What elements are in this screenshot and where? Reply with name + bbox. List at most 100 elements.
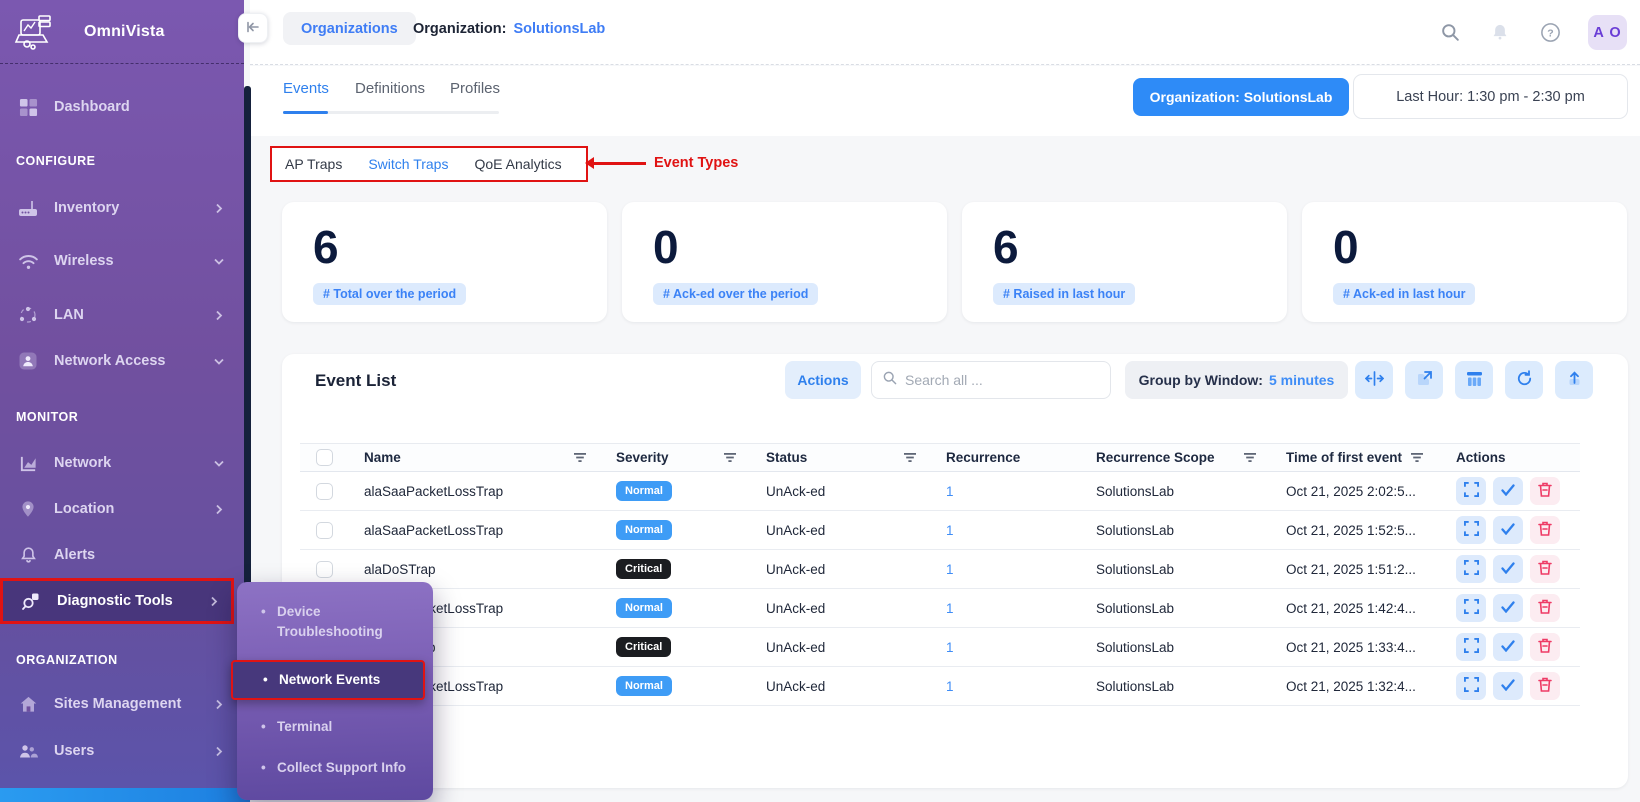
app-title: OmniVista	[84, 22, 165, 40]
col-recurrence-scope: Recurrence Scope	[1080, 450, 1270, 465]
filter-icon[interactable]	[904, 452, 916, 463]
delete-button[interactable]	[1530, 672, 1560, 700]
col-recurrence: Recurrence	[946, 450, 1021, 465]
sidebar-item-lan[interactable]: LAN	[0, 292, 236, 338]
time-range-button[interactable]: Last Hour: 1:30 pm - 2:30 pm	[1353, 74, 1628, 119]
event-type-ap-traps[interactable]: AP Traps	[285, 156, 343, 172]
tab-active-underline	[283, 111, 328, 114]
expand-button[interactable]	[1456, 477, 1486, 505]
notifications-bell-icon[interactable]	[1488, 21, 1512, 45]
event-time: Oct 21, 2025 1:32:4...	[1286, 678, 1416, 694]
row-checkbox[interactable]	[315, 521, 333, 539]
recurrence-link[interactable]: 1	[946, 483, 954, 499]
recurrence-link[interactable]: 1	[946, 561, 954, 577]
expand-button[interactable]	[1456, 633, 1486, 661]
chevron-right-icon	[214, 746, 224, 757]
chevron-right-icon	[214, 203, 224, 214]
severity-badge: Normal	[616, 520, 672, 540]
refresh-button[interactable]	[1505, 361, 1543, 399]
delete-button[interactable]	[1530, 555, 1560, 583]
col-name: Name	[348, 450, 600, 465]
expand-button[interactable]	[1456, 516, 1486, 544]
sidebar-item-label: Inventory	[54, 200, 120, 216]
delete-button[interactable]	[1530, 516, 1560, 544]
acknowledge-button[interactable]	[1493, 477, 1523, 505]
acknowledge-button[interactable]	[1493, 555, 1523, 583]
expand-button[interactable]	[1456, 594, 1486, 622]
sidebar-item-alerts[interactable]: Alerts	[0, 532, 236, 578]
sidebar-bottom-strip	[0, 788, 250, 802]
recurrence-link[interactable]: 1	[946, 639, 954, 655]
sidebar-item-location[interactable]: Location	[0, 486, 236, 532]
svg-text:?: ?	[1547, 27, 1553, 39]
sidebar-item-network-access[interactable]: Network Access	[0, 338, 236, 384]
stat-card-total: 6 # Total over the period	[282, 202, 607, 322]
submenu-item-collect-support-info[interactable]: Collect Support Info	[237, 754, 433, 782]
expand-icon	[1463, 482, 1479, 500]
avatar[interactable]: A O	[1588, 15, 1627, 50]
sidebar-item-label: Diagnostic Tools	[57, 593, 173, 609]
sidebar-item-users[interactable]: Users	[0, 728, 236, 774]
sidebar-section-monitor: MONITOR	[16, 410, 79, 424]
acknowledge-button[interactable]	[1493, 633, 1523, 661]
breadcrumb[interactable]: Organizations	[283, 12, 416, 45]
delete-button[interactable]	[1530, 633, 1560, 661]
expand-button[interactable]	[1456, 672, 1486, 700]
event-type-switch-traps[interactable]: Switch Traps	[368, 156, 449, 172]
open-external-button[interactable]	[1405, 361, 1443, 399]
row-checkbox[interactable]	[315, 560, 333, 578]
filter-icon[interactable]	[724, 452, 736, 463]
submenu-item-network-events[interactable]: Network Events	[231, 659, 425, 700]
actions-button[interactable]: Actions	[785, 361, 861, 399]
sidebar-item-network[interactable]: Network	[0, 440, 236, 486]
select-all-checkbox[interactable]	[315, 449, 333, 466]
tab-events[interactable]: Events	[283, 80, 329, 97]
group-by-window-control[interactable]: Group by Window: 5 minutes	[1125, 361, 1348, 399]
tab-profiles[interactable]: Profiles	[450, 80, 501, 97]
fit-width-button[interactable]	[1355, 361, 1393, 399]
chevron-down-icon	[214, 458, 224, 469]
event-type-qoe-analytics[interactable]: QoE Analytics	[474, 156, 562, 172]
search-box	[871, 361, 1111, 399]
sidebar-item-sites-management[interactable]: Sites Management	[0, 681, 236, 727]
recurrence-link[interactable]: 1	[946, 678, 954, 694]
sidebar-item-label: LAN	[54, 307, 84, 323]
tab-definitions[interactable]: Definitions	[355, 80, 426, 97]
expand-button[interactable]	[1456, 555, 1486, 583]
search-icon[interactable]	[1438, 21, 1462, 45]
submenu-item-device-troubleshooting[interactable]: Device Troubleshooting	[237, 598, 433, 647]
delete-button[interactable]	[1530, 594, 1560, 622]
table-row: alaSaaPacketLossTrap Normal UnAck-ed 1 S…	[300, 511, 1580, 550]
chevron-down-icon	[214, 356, 224, 367]
acknowledge-check-icon	[1501, 483, 1515, 499]
search-input[interactable]	[905, 372, 1085, 388]
columns-button[interactable]	[1455, 361, 1493, 399]
recurrence-link[interactable]: 1	[946, 600, 954, 616]
filter-icon[interactable]	[574, 452, 586, 463]
expand-icon	[1463, 677, 1479, 695]
sidebar-scrollbar[interactable]	[244, 86, 251, 788]
sidebar-item-inventory[interactable]: Inventory	[0, 185, 236, 231]
help-icon[interactable]: ?	[1538, 21, 1562, 45]
chevron-right-icon	[214, 699, 224, 710]
row-checkbox[interactable]	[315, 482, 333, 500]
recurrence-link[interactable]: 1	[946, 522, 954, 538]
delete-button[interactable]	[1530, 477, 1560, 505]
sidebar-collapse-button[interactable]	[238, 13, 268, 43]
sidebar-item-diagnostic-tools[interactable]: Diagnostic Tools	[0, 578, 234, 624]
table-row: alaDoSTrap Critical UnAck-ed 1 Solutions…	[300, 628, 1580, 667]
acknowledge-button[interactable]	[1493, 594, 1523, 622]
sidebar-item-dashboard[interactable]: Dashboard	[0, 84, 236, 130]
sidebar-item-wireless[interactable]: Wireless	[0, 238, 236, 284]
organization-filter-button[interactable]: Organization: SolutionsLab	[1133, 78, 1349, 116]
acknowledge-button[interactable]	[1493, 672, 1523, 700]
export-button[interactable]	[1555, 361, 1593, 399]
submenu-item-terminal[interactable]: Terminal	[237, 713, 433, 741]
acknowledge-button[interactable]	[1493, 516, 1523, 544]
sidebar-item-label: Users	[54, 743, 95, 759]
filter-icon[interactable]	[1411, 452, 1424, 463]
sidebar-item-label: Location	[54, 501, 115, 517]
filter-icon[interactable]	[1244, 452, 1256, 463]
organization-name-link[interactable]: SolutionsLab	[513, 20, 606, 37]
stat-value: 0	[1333, 221, 1359, 273]
